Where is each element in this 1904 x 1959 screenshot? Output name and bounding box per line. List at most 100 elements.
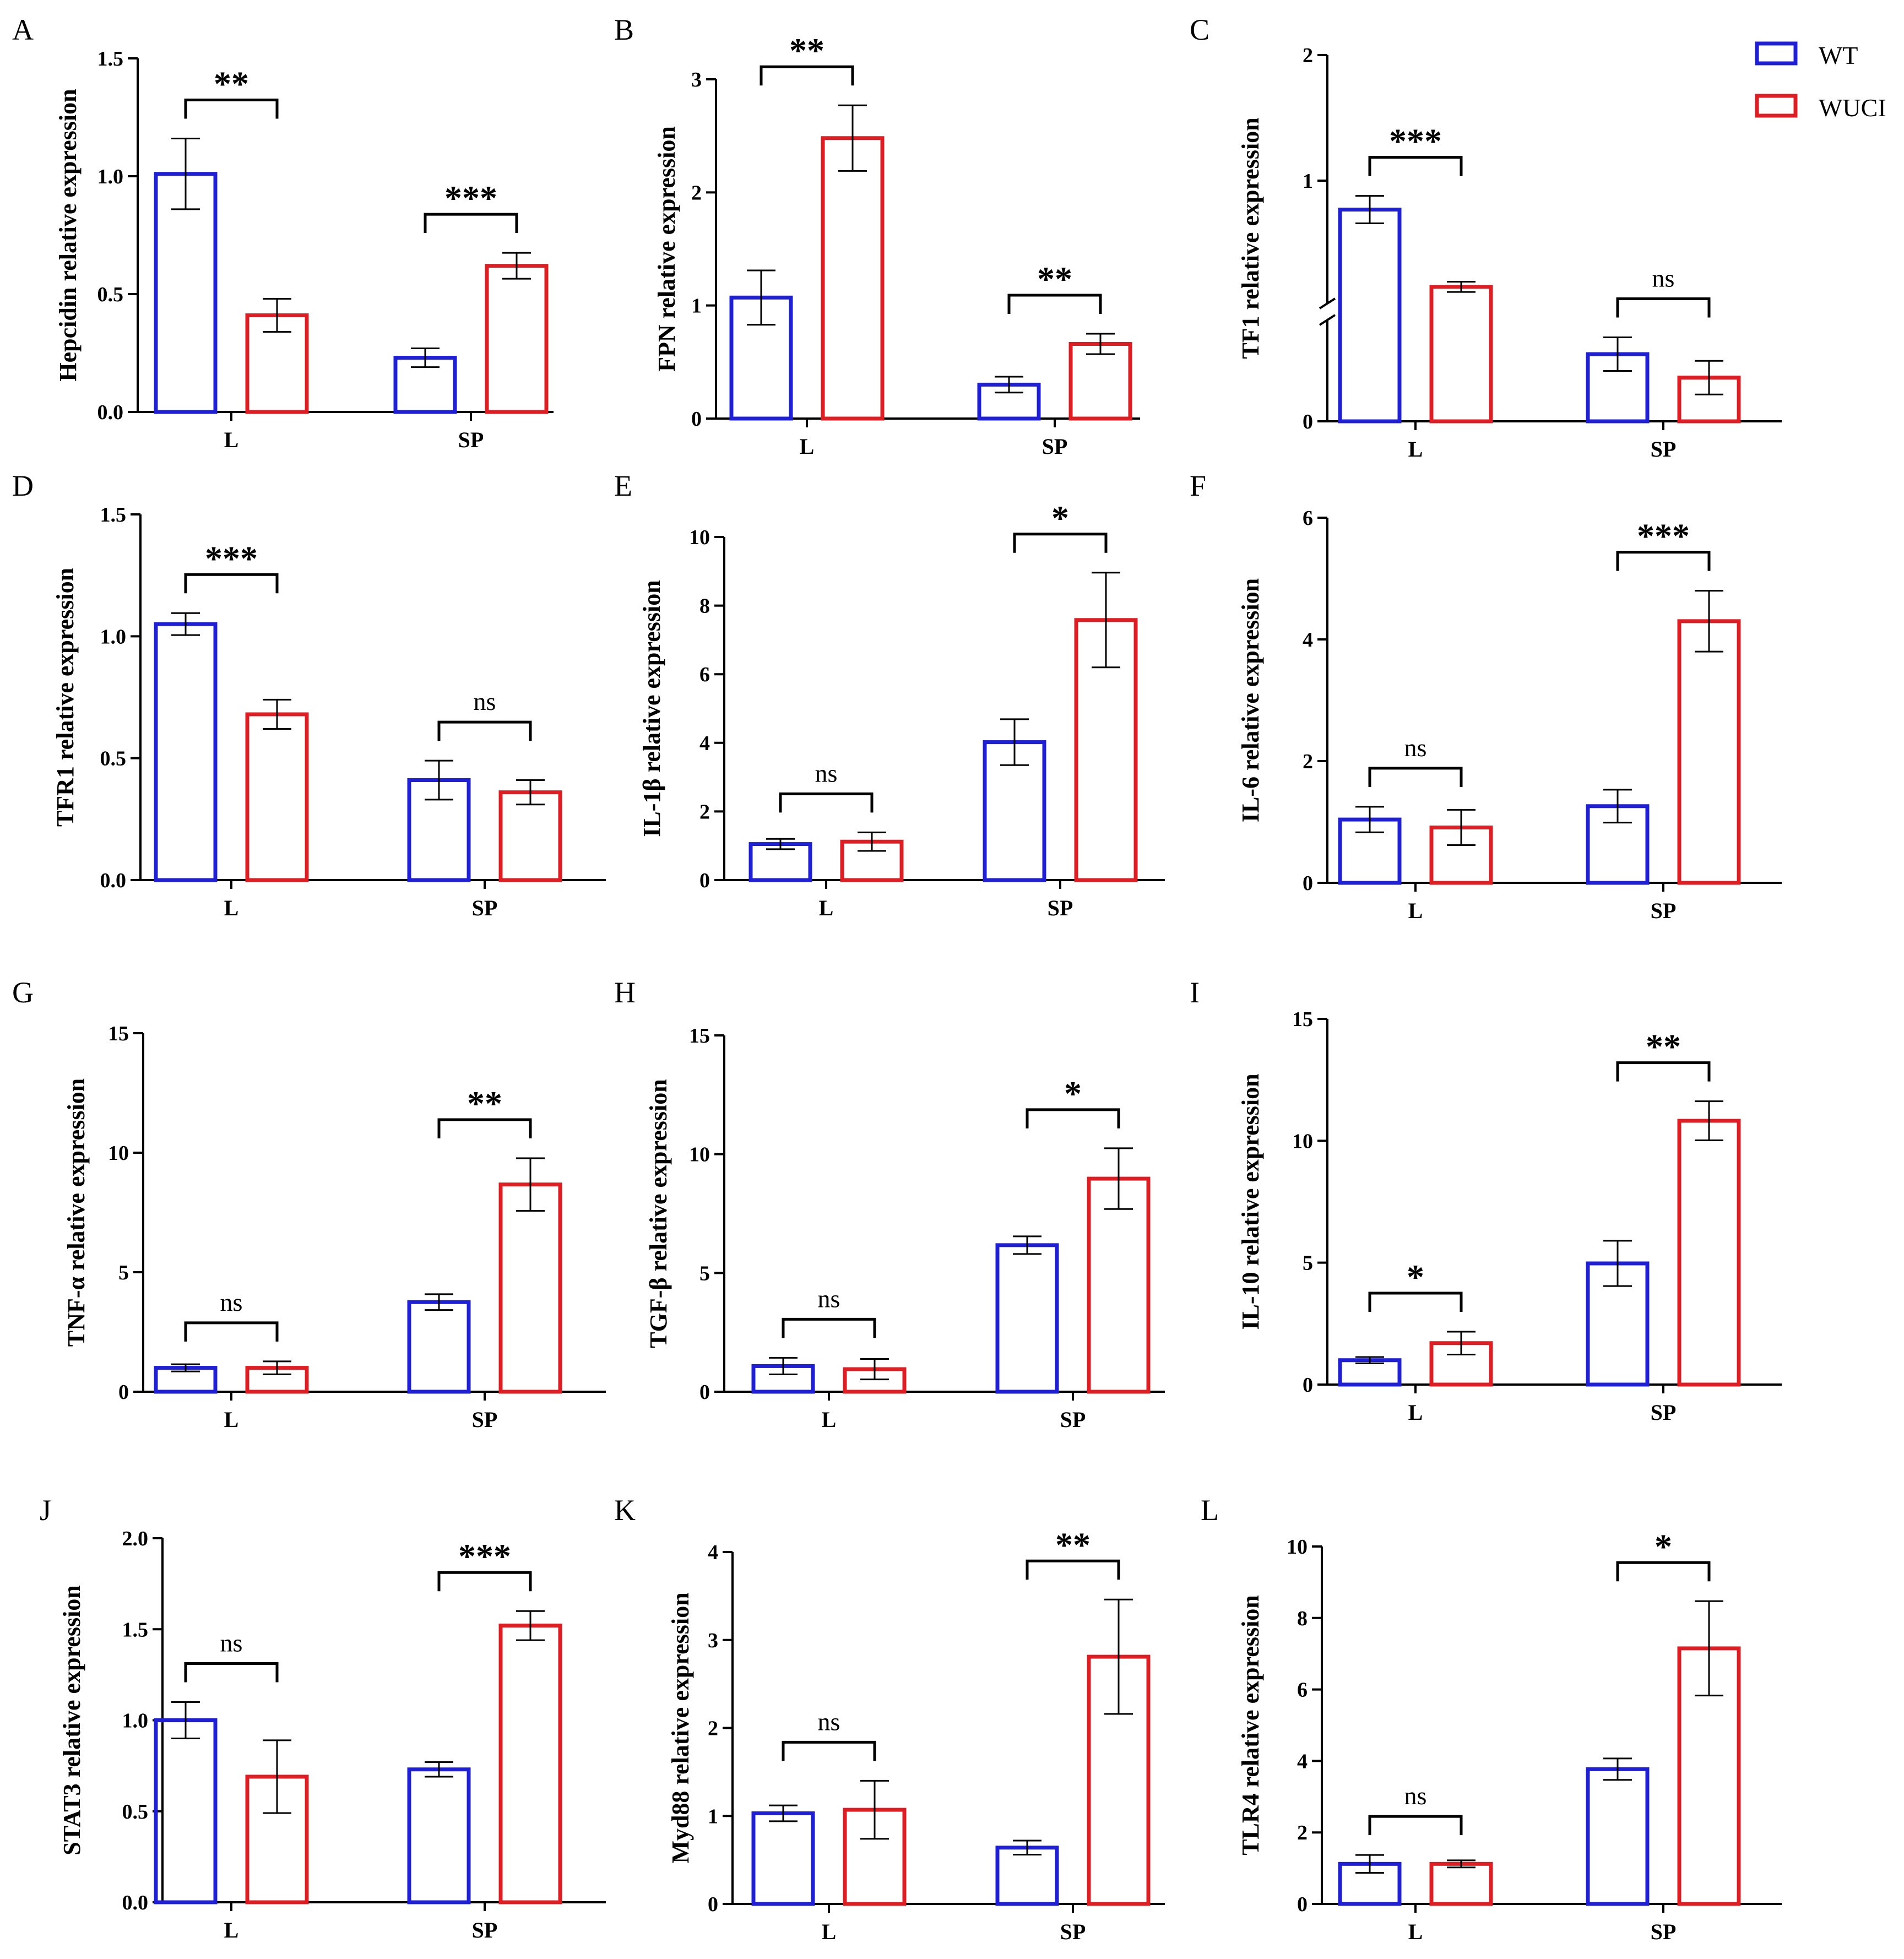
significance-bracket <box>1368 1291 1463 1312</box>
y-axis-title: TNF-α relative expression <box>63 1078 90 1347</box>
x-tick-label: SP <box>1060 1919 1086 1944</box>
x-tick-label: L <box>822 1919 837 1944</box>
y-tick-label: 0 <box>699 869 710 892</box>
panel-i: I IL-10 relative expression 0 5 10 15 L * SP ** <box>1190 976 1782 1425</box>
significance-label: *** <box>1637 517 1690 556</box>
y-tick-label: 15 <box>689 1024 710 1048</box>
x-tick-label: L <box>819 896 834 920</box>
significance-label: * <box>1655 1527 1672 1566</box>
legend: WT WUCI <box>1755 41 1886 122</box>
y-axis-title: Hepcidin relative expression <box>55 89 82 381</box>
y-tick-label: 2 <box>1297 1821 1308 1844</box>
bar-wt-sp <box>1586 1767 1650 1906</box>
panel-h: H TGF-β relative expression 0 5 10 15 Lns SP * <box>614 976 1165 1432</box>
significance-label: ns <box>818 1707 840 1735</box>
panel-k: K Myd88 relative expression 0 1 2 3 4 Lns SP ** <box>614 1494 1165 1944</box>
x-tick-label: SP <box>1048 896 1073 920</box>
panel-letter: D <box>12 469 34 502</box>
y-tick-label: 2 <box>691 181 702 204</box>
significance-label: ns <box>815 759 838 787</box>
x-tick-label: L <box>224 427 239 452</box>
significance-label: ** <box>1037 259 1072 299</box>
y-tick-label: 4 <box>1303 628 1313 652</box>
y-tick-label: 4 <box>699 732 710 755</box>
significance-label: *** <box>444 178 497 218</box>
bar-wt-sp <box>995 1846 1059 1906</box>
significance-label: ** <box>789 31 824 70</box>
significance-bracket <box>1368 1815 1463 1836</box>
y-tick-label: 8 <box>1297 1607 1308 1630</box>
significance-bracket <box>184 1662 279 1683</box>
y-axis-title: IL-6 relative expression <box>1237 578 1264 822</box>
x-tick-label: SP <box>1651 1919 1677 1944</box>
y-tick-label: 2 <box>1303 750 1313 773</box>
significance-label: ns <box>220 1629 243 1657</box>
significance-bracket <box>1616 297 1711 318</box>
significance-bracket <box>184 573 279 594</box>
y-tick-label: 6 <box>1297 1679 1308 1702</box>
y-tick-label: 2 <box>708 1717 718 1740</box>
significance-bracket <box>437 720 532 741</box>
bar-wuci-sp <box>1677 619 1741 885</box>
significance-bracket <box>1007 294 1102 314</box>
panel-l: L TLR4 relative expression 0 2 4 6 8 10 Lns SP * <box>1201 1494 1782 1944</box>
y-tick-label: 6 <box>1303 507 1313 530</box>
y-tick-label: 4 <box>708 1541 718 1564</box>
significance-label: ** <box>214 64 249 104</box>
significance-bracket <box>782 1317 876 1338</box>
y-tick-label: 6 <box>699 663 710 686</box>
x-tick-label: L <box>1408 1919 1423 1944</box>
bar-wt-l <box>154 1718 218 1904</box>
panel-letter: F <box>1190 469 1206 502</box>
significance-bracket <box>779 792 874 813</box>
y-tick-label: 2 <box>1303 44 1313 67</box>
significance-label: ns <box>220 1288 243 1316</box>
y-tick-label: 0 <box>1303 1374 1313 1397</box>
significance-bracket <box>782 1740 876 1761</box>
y-tick-label: 1.0 <box>97 165 124 188</box>
legend-label-wt: WT <box>1819 41 1858 69</box>
y-tick-label: 0 <box>699 1381 710 1404</box>
x-tick-label: L <box>224 896 239 920</box>
panel-letter: G <box>12 976 34 1009</box>
x-tick-label: L <box>1408 1400 1423 1425</box>
legend-swatch-wuci <box>1755 94 1798 118</box>
panel-letter: K <box>614 1494 636 1527</box>
significance-bracket <box>184 1321 279 1342</box>
x-tick-label: SP <box>472 1407 498 1432</box>
legend-label-wuci: WUCI <box>1819 94 1886 122</box>
y-tick-label: 0.5 <box>122 1800 149 1824</box>
x-tick-label: SP <box>1060 1407 1086 1432</box>
y-tick-label: 8 <box>699 595 710 618</box>
y-tick-label: 2 <box>699 800 710 823</box>
y-tick-label: 1.5 <box>122 1618 149 1641</box>
significance-bracket <box>1026 1108 1120 1128</box>
bar-wuci-sp <box>1087 1176 1151 1394</box>
significance-bracket <box>184 99 279 119</box>
y-tick-label: 3 <box>708 1629 718 1652</box>
significance-bracket <box>1368 156 1463 176</box>
bar-wuci-sp <box>1068 341 1132 421</box>
y-tick-label: 3 <box>691 68 702 91</box>
panel-d: D TFR1 relative expression 0.0 0.5 1.0 1.5 L **… <box>12 469 606 920</box>
significance-label: ns <box>1404 1782 1427 1810</box>
y-tick-label: 0 <box>1297 1893 1308 1916</box>
y-tick-label: 0.0 <box>100 869 127 892</box>
y-tick-label: 0.5 <box>100 747 127 770</box>
significance-label: ns <box>818 1284 840 1312</box>
y-axis-title: TF1 relative expression <box>1237 117 1264 359</box>
x-tick-label: L <box>800 434 815 459</box>
significance-bracket <box>1616 551 1711 571</box>
significance-bracket <box>437 1571 532 1592</box>
y-tick-label: 15 <box>1292 1008 1313 1031</box>
y-tick-label: 0 <box>1303 872 1313 895</box>
x-tick-label: SP <box>1651 898 1677 923</box>
panel-b: B FPN relative expression 0 1 2 3 L ** SP ** <box>614 13 1140 459</box>
y-tick-label: 10 <box>108 1142 129 1165</box>
panel-letter: J <box>40 1494 51 1527</box>
bar-wt-sp <box>995 1243 1059 1394</box>
bar-wt-l <box>1338 208 1402 424</box>
panel-letter: A <box>12 13 34 46</box>
y-tick-label: 0.5 <box>97 283 124 306</box>
